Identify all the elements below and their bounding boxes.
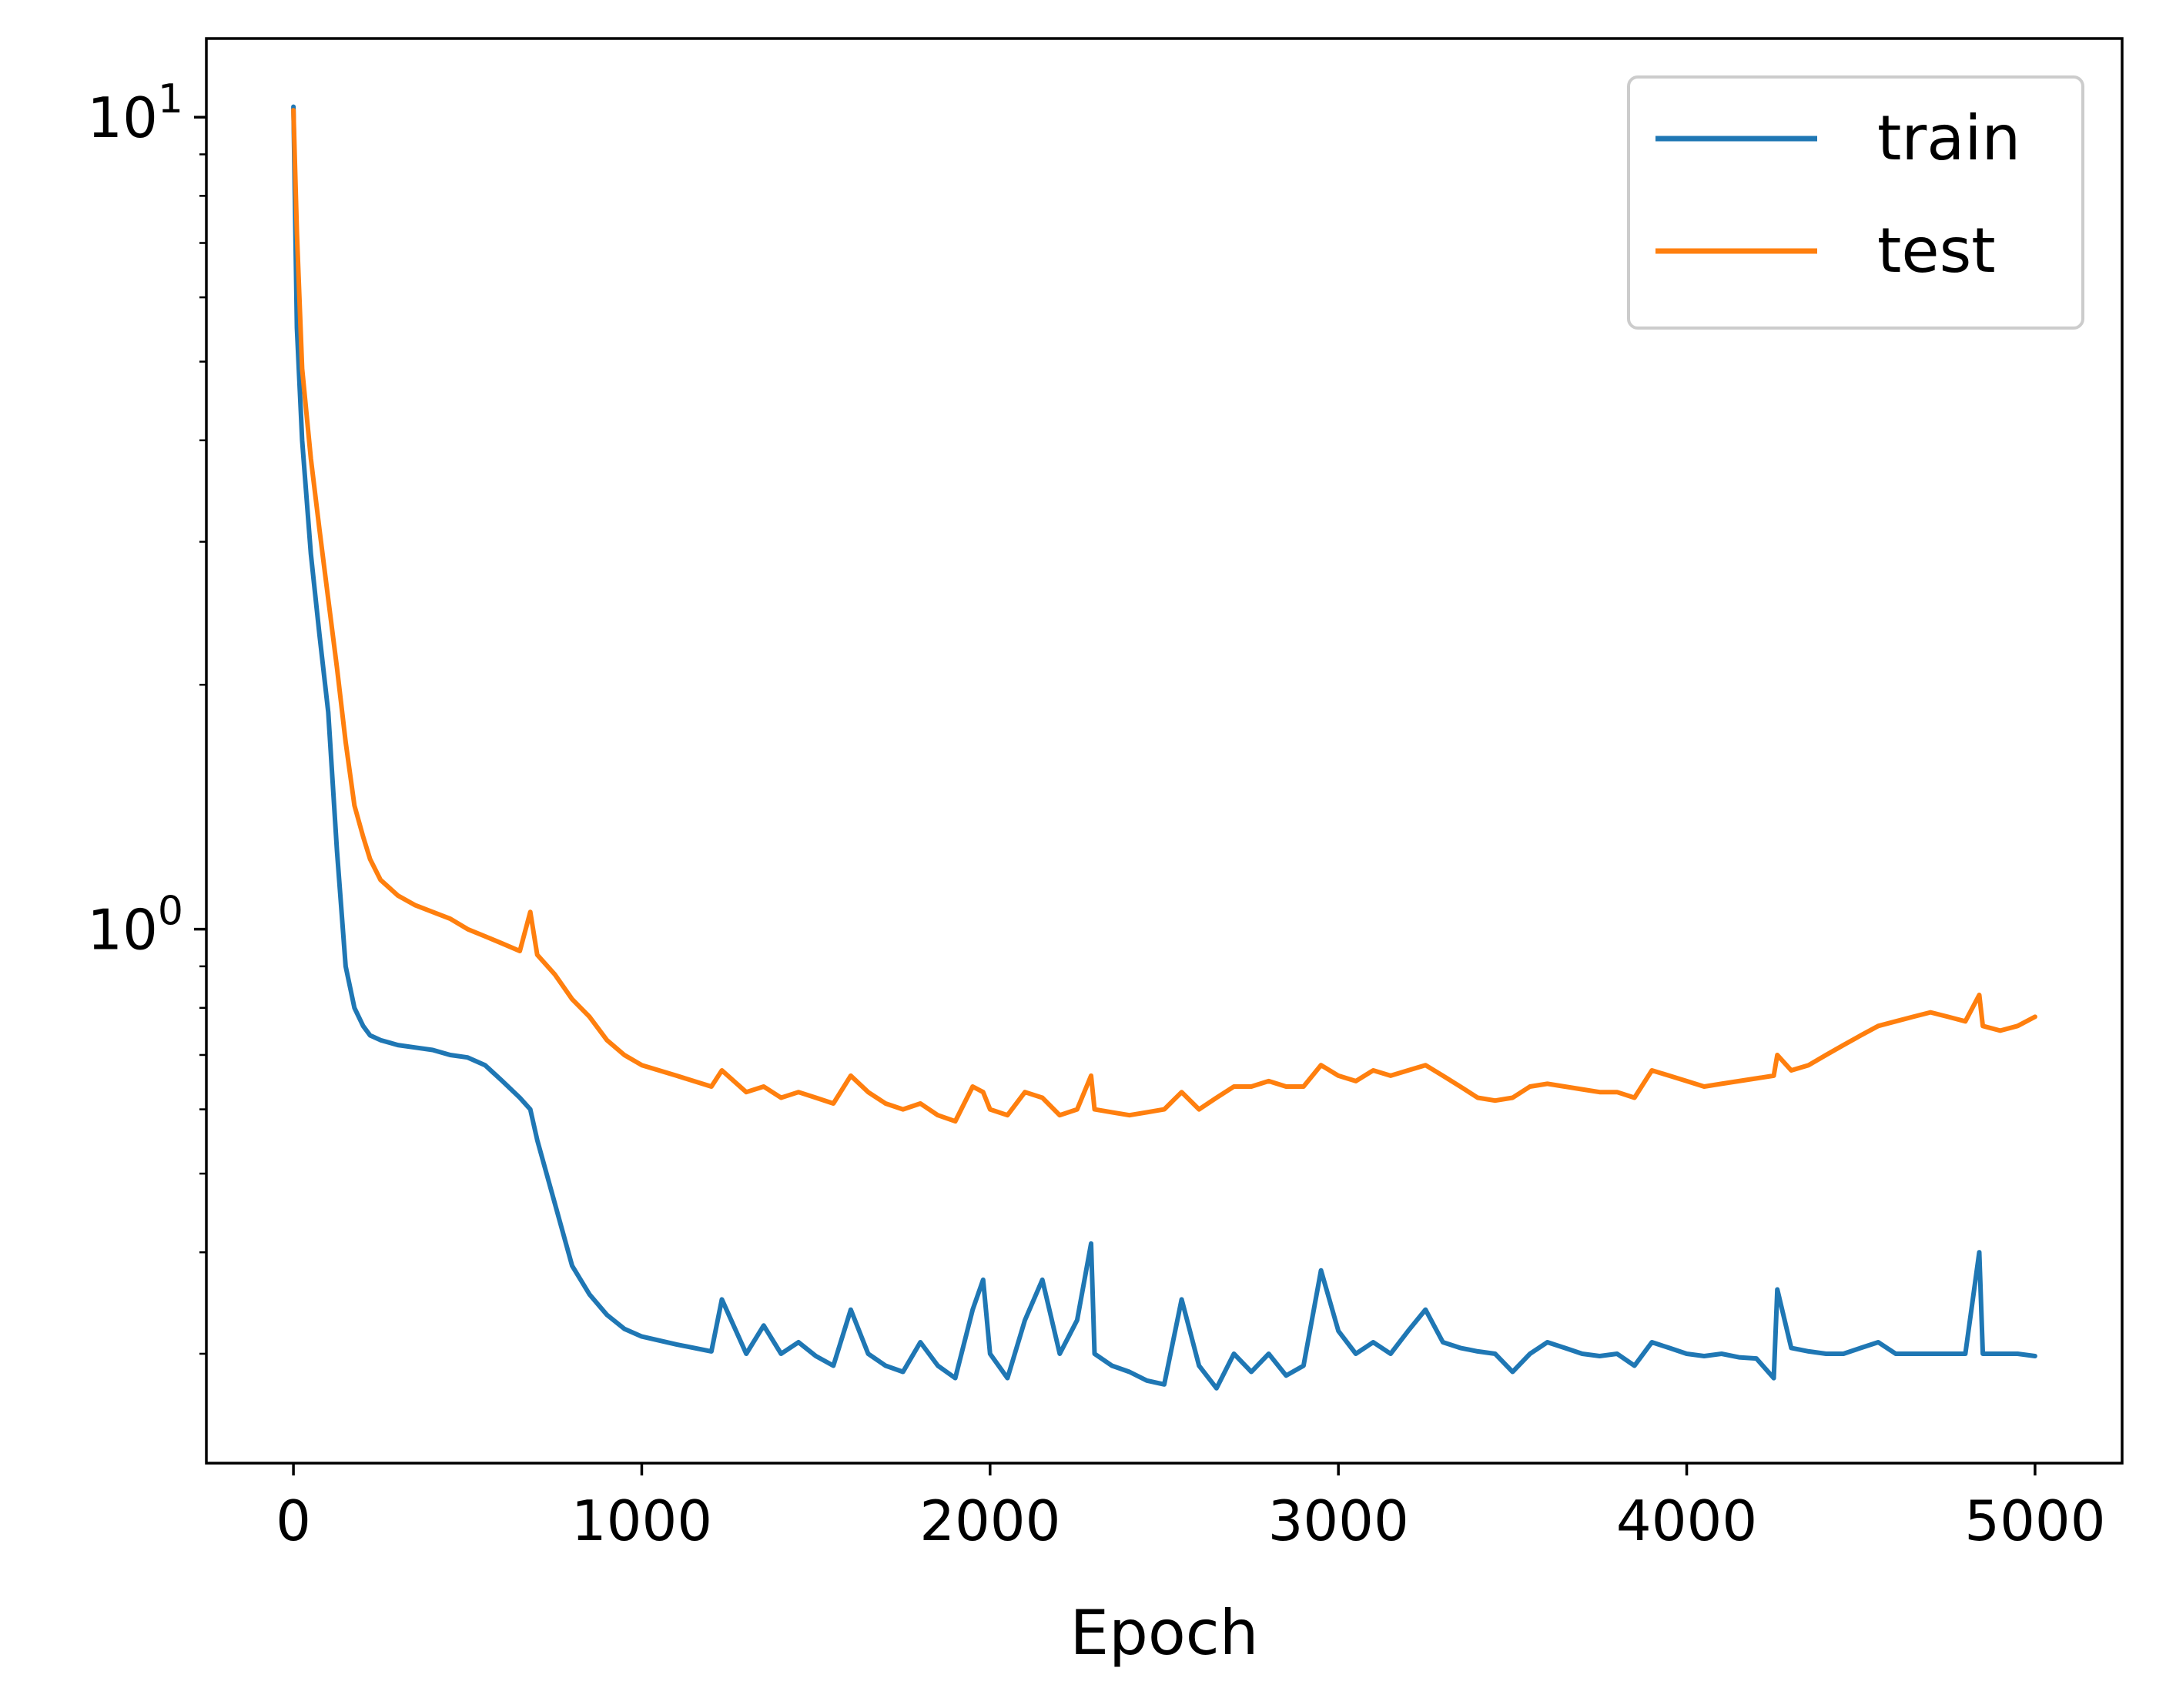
series-group (291, 104, 2037, 1391)
x-axis: 0 1000 2000 3000 4000 5000 (276, 1463, 2106, 1553)
x-tick-label: 5000 (1964, 1489, 2105, 1553)
x-tick-label: 4000 (1616, 1489, 1757, 1553)
x-tick-label: 2000 (919, 1489, 1060, 1553)
y-tick-label: 100 (87, 889, 183, 963)
axes-frame (205, 37, 2124, 1465)
legend-label-test: test (1877, 215, 1996, 286)
plot-area (205, 37, 2124, 1465)
legend: train test (1627, 75, 2084, 330)
y-axis: 100 101 (87, 76, 206, 1355)
x-tick-label: 0 (276, 1489, 311, 1553)
y-tick-label: 101 (87, 76, 183, 150)
series-line-test (291, 108, 2037, 1124)
legend-label-train: train (1877, 102, 2020, 174)
series-line-train (291, 104, 2037, 1391)
x-tick-label: 3000 (1268, 1489, 1409, 1553)
x-tick-label: 1000 (571, 1489, 712, 1553)
x-axis-title: Epoch (1070, 1597, 1259, 1669)
